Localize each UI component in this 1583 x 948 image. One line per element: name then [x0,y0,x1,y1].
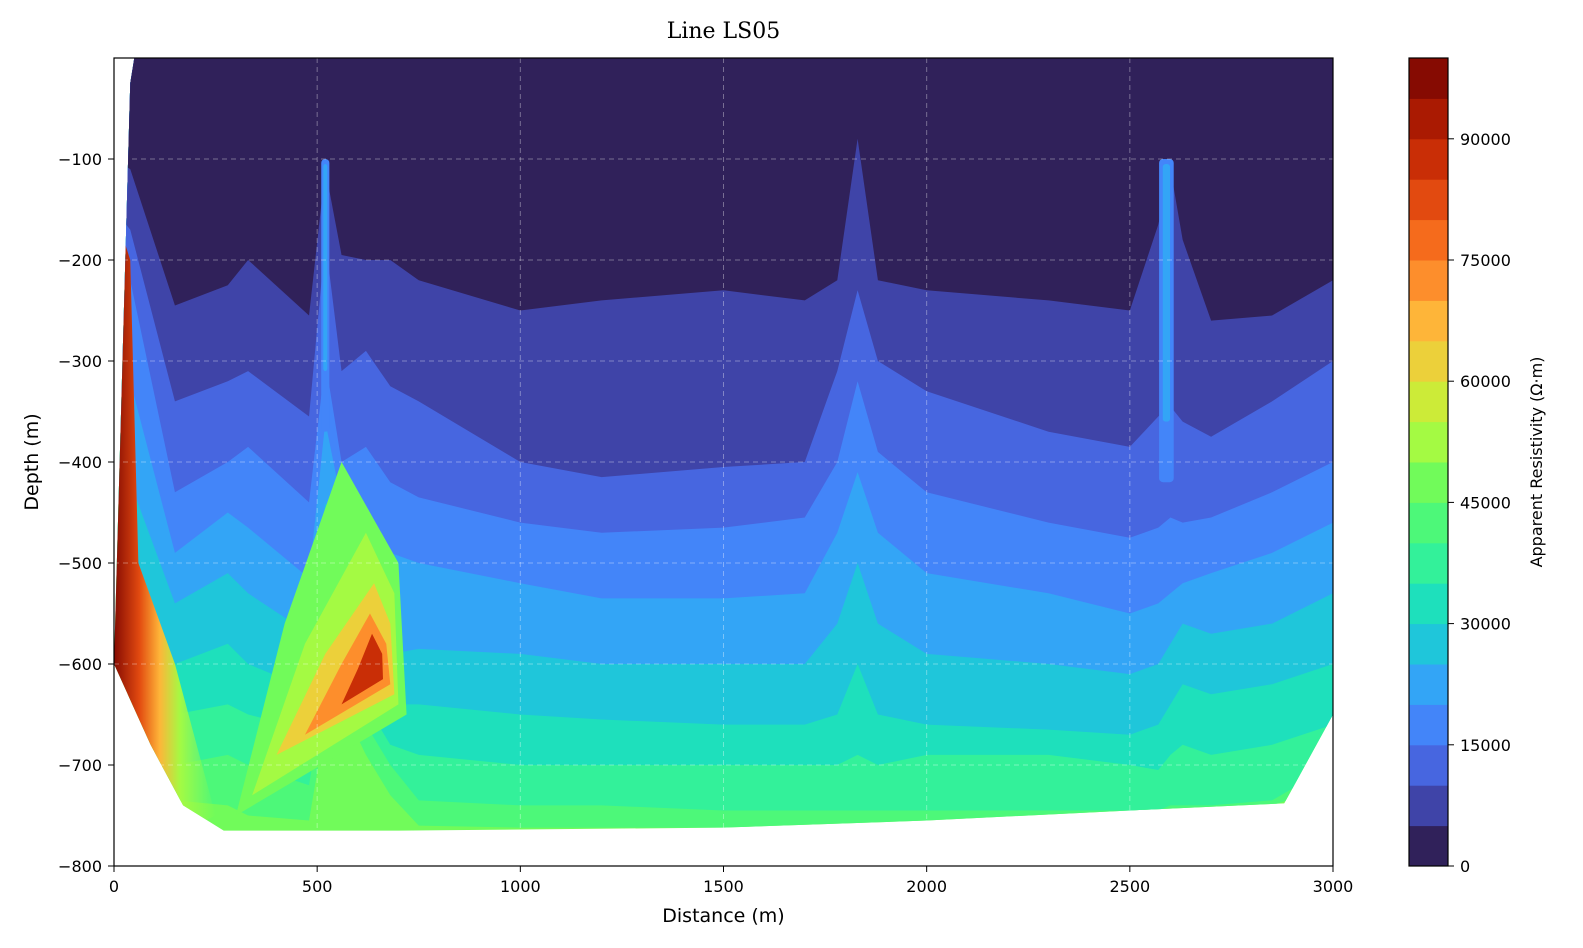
x-axis-label: Distance (m) [662,905,784,927]
y-tick-label: −700 [58,756,102,775]
colorbar-swatch [1409,260,1448,301]
colorbar-tick-label: 30000 [1460,615,1511,634]
pod-band-4 [341,633,383,705]
colorbar-tick-label: 60000 [1460,372,1511,391]
colorbar-swatch [1409,583,1448,625]
colorbar-swatch [1409,381,1448,423]
colorbar-tick-label: 0 [1460,857,1470,876]
colorbar-swatch [1409,623,1448,665]
colorbar-swatch [1409,664,1448,705]
colorbar-swatch [1409,340,1448,382]
x-tick-label: 3000 [1313,877,1354,896]
colorbar-swatch [1409,58,1448,99]
chart-title: Line LS05 [667,19,781,44]
colorbar: 0 15000 30000 45000 60000 75000 90000 Apparent … [1408,57,1546,876]
colorbar-swatch [1409,704,1448,746]
y-tick-label: −600 [58,655,102,674]
colorbar-swatch [1409,138,1448,180]
y-tick-label: −300 [58,352,102,371]
colorbar-swatch [1409,300,1448,342]
colorbar-swatch [1409,785,1448,827]
contour-band-5000 [114,58,1333,321]
colorbar-swatch [1409,825,1448,867]
colorbar-swatch [1409,98,1448,140]
colorbar-swatch [1409,462,1448,503]
colorbar-swatch [1409,502,1448,544]
y-axis-label: Depth (m) [21,413,43,510]
colorbar-tick-label: 45000 [1460,493,1511,512]
colorbar-label: Apparent Resistivity (Ω·m) [1527,357,1546,568]
vertical-streak-inner-0 [323,164,328,372]
y-tick-label: −400 [58,453,102,472]
x-tick-label: 500 [302,877,333,896]
colorbar-swatch [1409,744,1448,786]
left-wall-anomaly [114,209,216,826]
y-tick-label: −200 [58,251,102,270]
colorbar-tick-label: 15000 [1460,736,1511,755]
x-tick-label: 1000 [500,877,541,896]
x-tick-label: 2500 [1109,877,1150,896]
colorbar-swatch [1409,219,1448,261]
colorbar-swatch [1409,179,1448,221]
y-tick-label: −500 [58,554,102,573]
colorbar-swatch [1409,421,1448,463]
x-tick-label: 2000 [906,877,947,896]
y-tick-label: −100 [58,150,102,169]
colorbar-swatch [1409,542,1448,584]
x-tick-label: 0 [109,877,119,896]
colorbar-frame [1408,57,1449,867]
x-tick-label: 1500 [703,877,744,896]
vertical-streak-inner-1 [1162,164,1171,422]
colorbar-tick-label: 90000 [1460,130,1511,149]
y-tick-label: −800 [58,857,102,876]
contour-field [114,58,1333,831]
colorbar-tick-label: 75000 [1460,251,1511,270]
